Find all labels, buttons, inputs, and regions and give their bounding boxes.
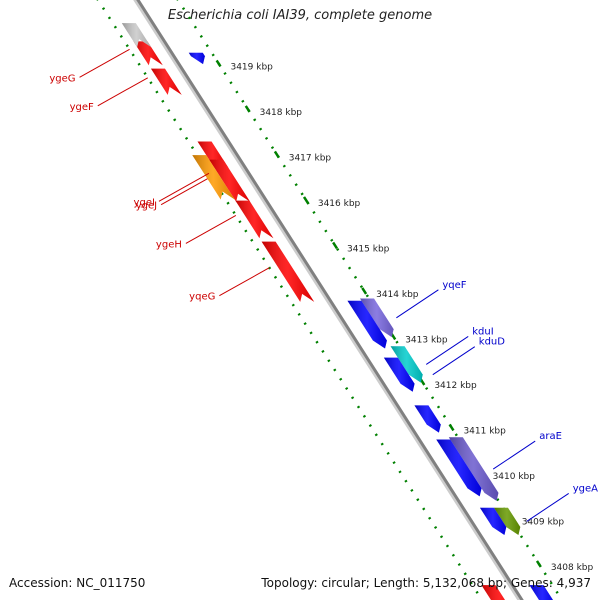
tick-label: 3414 kbp bbox=[376, 290, 419, 300]
tick-label: 3413 kbp bbox=[405, 335, 448, 345]
gene-label-ygei: ygeI bbox=[134, 197, 155, 208]
gene-label-ygea: ygeA bbox=[573, 483, 598, 494]
accession-text: Accession: NC_011750 bbox=[9, 576, 146, 590]
gene-shading bbox=[188, 52, 205, 65]
gene-label-leader bbox=[526, 492, 569, 522]
gene-label-kdui: kduI bbox=[472, 326, 493, 337]
gene-label-leader bbox=[185, 214, 237, 244]
tick-mark bbox=[302, 196, 309, 204]
gene-label-leader bbox=[219, 267, 270, 297]
tick-label: 3416 kbp bbox=[318, 199, 361, 209]
gene-shading bbox=[192, 155, 235, 200]
tick-label: 3410 kbp bbox=[493, 472, 536, 482]
gene-label-arae: araE bbox=[539, 431, 562, 442]
tick-mark bbox=[332, 241, 339, 250]
gene-label-ygeh: ygeH bbox=[156, 239, 182, 250]
tick-label: 3412 kbp bbox=[434, 381, 477, 391]
tick-label: 3408 kbp bbox=[551, 563, 594, 573]
tick-mark bbox=[273, 150, 280, 159]
gene-label-leader bbox=[396, 289, 439, 319]
tick-mark bbox=[244, 105, 251, 113]
gene-shading bbox=[390, 346, 423, 383]
gene-shading bbox=[493, 507, 521, 536]
gene-label-leader bbox=[79, 48, 130, 78]
topology-text: Topology: circular; Length: 5,132,068 bp… bbox=[261, 576, 591, 590]
gene-label-ygef: ygeF bbox=[70, 102, 94, 113]
gene-shading bbox=[481, 585, 506, 600]
gene-shading bbox=[261, 241, 315, 302]
gene-shading bbox=[150, 68, 182, 95]
tick-mark bbox=[215, 59, 222, 68]
gene-label-yqef: yqeF bbox=[442, 280, 466, 291]
tick-label: 3419 kbp bbox=[230, 62, 273, 72]
gene-shading bbox=[121, 23, 152, 48]
genome-title: Escherichia coli IAI39, complete genome bbox=[167, 8, 433, 23]
tick-label: 3417 kbp bbox=[289, 153, 332, 163]
gene-shading bbox=[436, 439, 482, 497]
gene-label-leader bbox=[432, 346, 476, 376]
tick-label: 3415 kbp bbox=[347, 244, 390, 254]
gene-shading bbox=[133, 41, 163, 66]
gene-label-ygeg2: yqeG bbox=[189, 292, 215, 303]
gene-shading bbox=[383, 357, 415, 392]
gene-label-leader bbox=[425, 336, 469, 365]
gene-label-kdud: kduD bbox=[479, 337, 505, 348]
gene-label-leader bbox=[492, 440, 536, 470]
tick-mark bbox=[448, 423, 455, 432]
gene-shading bbox=[235, 200, 274, 239]
tick-mark bbox=[535, 560, 542, 568]
backbone-shadow bbox=[133, 0, 521, 600]
gene-shading bbox=[414, 405, 441, 433]
genome-backbone bbox=[136, 0, 524, 600]
gene-shading bbox=[529, 585, 553, 600]
gene-label-leader bbox=[160, 176, 212, 206]
gene-shading bbox=[209, 159, 251, 202]
gene-label-leader bbox=[97, 77, 149, 107]
gene-label-ygeg: ygeG bbox=[49, 73, 75, 84]
tick-label: 3418 kbp bbox=[260, 108, 303, 118]
gene-shading bbox=[360, 298, 394, 338]
left-track-line bbox=[96, 0, 484, 600]
tick-label: 3409 kbp bbox=[522, 517, 565, 527]
gene-label-ygej: ygeJ bbox=[136, 201, 157, 212]
tick-mark bbox=[361, 287, 368, 295]
gene-shading bbox=[448, 437, 499, 501]
gene-label-leader bbox=[158, 172, 210, 202]
gene-shading bbox=[347, 300, 387, 349]
tick-label: 3411 kbp bbox=[463, 426, 506, 436]
gene-shading bbox=[479, 507, 507, 536]
